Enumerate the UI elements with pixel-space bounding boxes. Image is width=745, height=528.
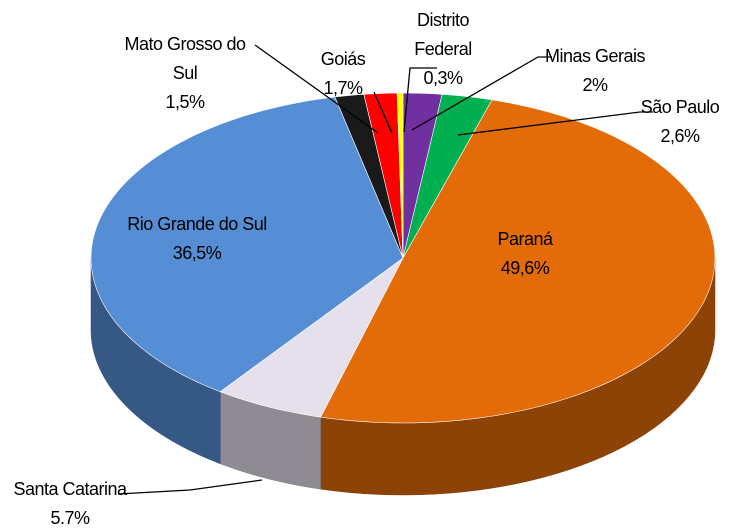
- leader-line: [457, 111, 653, 136]
- value-label: 0,3%: [423, 68, 463, 88]
- pie-slice: [90, 96, 404, 393]
- category-label: Santa Catarina: [13, 479, 127, 499]
- slice-label: Minas Gerais 2%: [530, 42, 660, 100]
- pie-slice: [363, 92, 404, 259]
- value-label: 1,7%: [323, 78, 363, 98]
- value-label: 2,6%: [660, 126, 700, 146]
- value-label: 1,5%: [165, 92, 205, 112]
- slice-label: Mato Grosso do Sul 1,5%: [110, 30, 260, 117]
- slice-label: Goiás 1,7%: [303, 45, 383, 103]
- category-label: Mato Grosso do Sul: [124, 34, 246, 83]
- category-label: Distrito Federal: [414, 10, 472, 59]
- category-label: Minas Gerais: [544, 46, 646, 66]
- slice-label: Distrito Federal 0,3%: [393, 6, 493, 93]
- slice-label: Rio Grande do Sul 36,5%: [127, 210, 267, 268]
- leader-line: [411, 56, 552, 131]
- leader-line: [254, 44, 379, 134]
- leader-line: [403, 67, 437, 133]
- pie-slice: [320, 99, 716, 424]
- slice-label: São Paulo 2,6%: [625, 93, 735, 151]
- slices: [90, 92, 716, 496]
- category-label: São Paulo: [640, 97, 720, 117]
- leader-line: [117, 479, 263, 495]
- value-label: 49,6%: [500, 258, 550, 278]
- value-label: 5.7%: [50, 508, 90, 528]
- value-label: 36,5%: [172, 243, 222, 263]
- pie-slice: [396, 92, 404, 259]
- slice-label: Paraná 49,6%: [465, 225, 585, 283]
- leader-lines: [117, 44, 653, 495]
- value-label: 2%: [582, 75, 608, 95]
- pie-slice: [219, 257, 404, 418]
- category-label: Paraná: [497, 229, 553, 249]
- pie-slice: [402, 93, 493, 259]
- leader-line: [373, 91, 393, 134]
- slice-label: Santa Catarina 5.7%: [0, 475, 150, 528]
- category-label: Rio Grande do Sul: [127, 214, 267, 234]
- category-label: Goiás: [320, 49, 366, 69]
